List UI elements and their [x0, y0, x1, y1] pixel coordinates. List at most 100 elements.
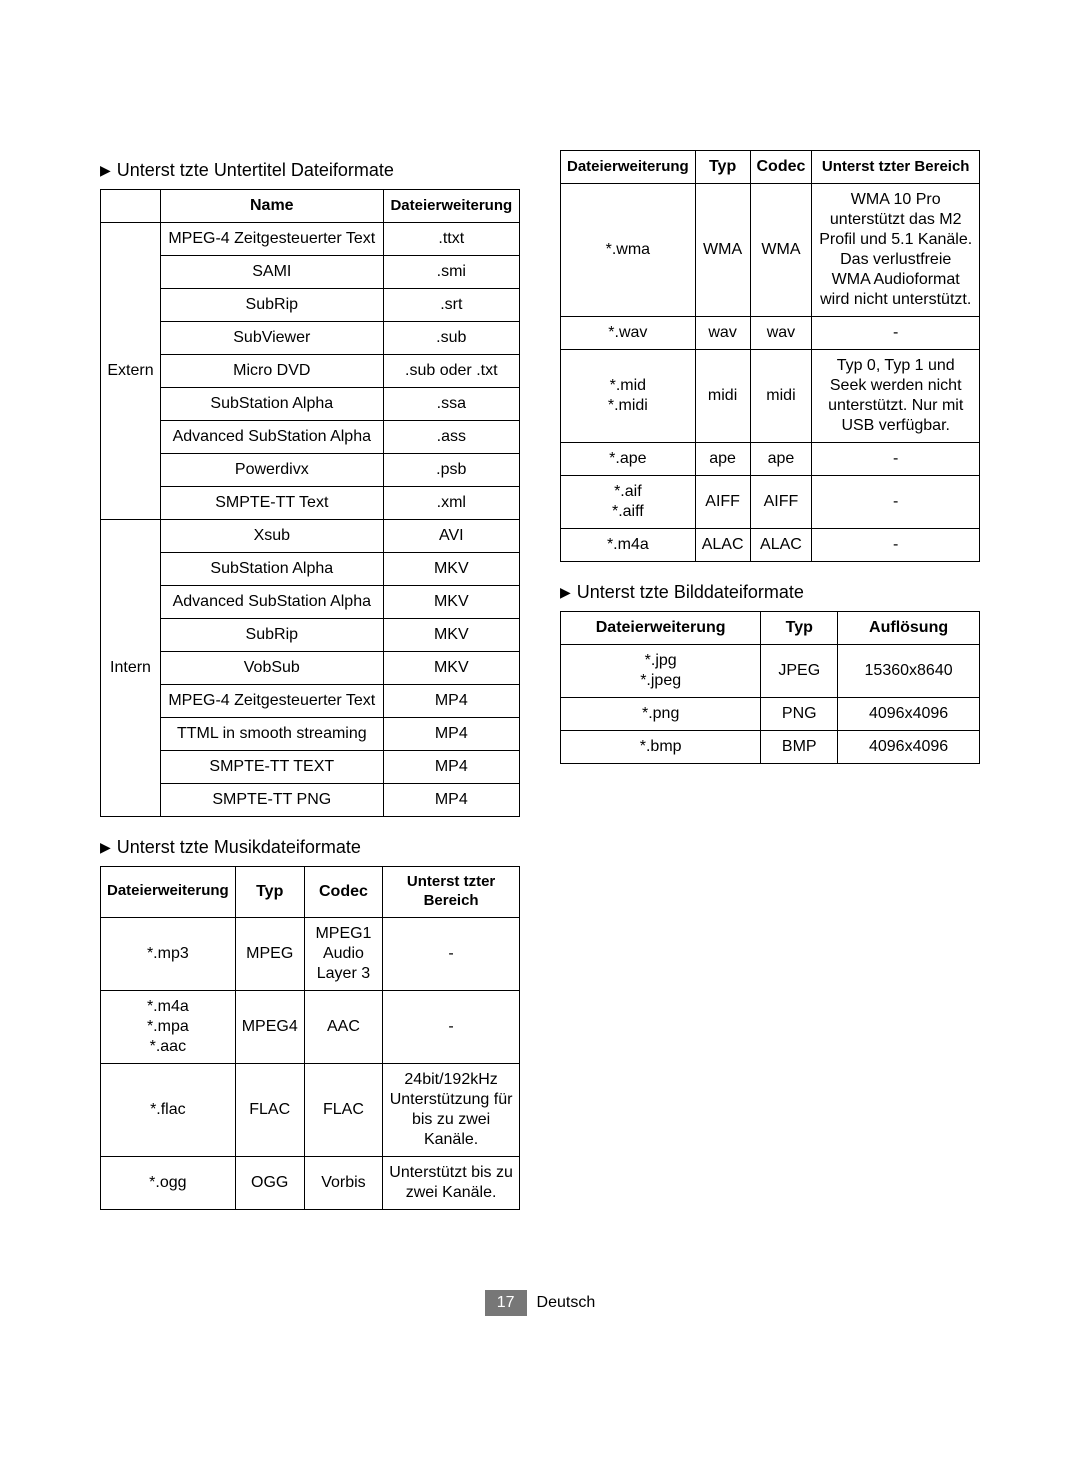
table-row: *.wmaWMAWMAWMA 10 Pro unterstützt das M2…: [561, 184, 980, 317]
music-typ-cell: FLAC: [235, 1063, 304, 1156]
image-typ-cell: PNG: [761, 698, 838, 731]
subtitle-ext-cell: .psb: [383, 454, 519, 487]
subtitle-ext-cell: .ttxt: [383, 223, 519, 256]
music-range-cell: -: [812, 476, 980, 529]
table-row: VobSubMKV: [101, 652, 520, 685]
subtitle-name-cell: SubViewer: [160, 322, 383, 355]
triangle-icon: ▶: [100, 162, 111, 179]
music-ext-cell: *.wma: [561, 184, 696, 317]
table-row: *.aif*.aiffAIFFAIFF-: [561, 476, 980, 529]
music-codec-cell: wav: [750, 317, 812, 350]
table-row: Advanced SubStation AlphaMKV: [101, 586, 520, 619]
music-col-range-b: Unterst tzter Bereich: [812, 151, 980, 184]
music-typ-cell: MPEG4: [235, 990, 304, 1063]
music-typ-cell: WMA: [695, 184, 750, 317]
music-range-cell: -: [383, 917, 520, 990]
subtitle-name-cell: SAMI: [160, 256, 383, 289]
music-col-ext: Dateierweiterung: [101, 867, 236, 918]
subtitle-name-cell: MPEG-4 Zeitgesteuerter Text: [160, 223, 383, 256]
music-codec-cell: WMA: [750, 184, 812, 317]
subtitle-col-blank: [101, 190, 161, 223]
table-row: SubStation AlphaMKV: [101, 553, 520, 586]
table-row: *.oggOGGVorbisUnterstützt bis zu zwei Ka…: [101, 1156, 520, 1209]
image-res-cell: 15360x8640: [838, 645, 980, 698]
music-codec-cell: midi: [750, 350, 812, 443]
page-language: Deutsch: [537, 1294, 596, 1312]
music-ext-cell: *.ape: [561, 443, 696, 476]
table-row: *.mid*.midimidimidiTyp 0, Typ 1 und Seek…: [561, 350, 980, 443]
music-range-cell: -: [812, 317, 980, 350]
image-ext-cell: *.bmp: [561, 731, 761, 764]
subtitle-name-cell: TTML in smooth streaming: [160, 718, 383, 751]
table-row: SubRip.srt: [101, 289, 520, 322]
subtitle-group-label: Intern: [101, 520, 161, 817]
triangle-icon: ▶: [560, 584, 571, 601]
subtitle-ext-cell: AVI: [383, 520, 519, 553]
music-ext-cell: *.aif*.aiff: [561, 476, 696, 529]
image-ext-cell: *.jpg*.jpeg: [561, 645, 761, 698]
music-codec-cell: ape: [750, 443, 812, 476]
subtitle-col-ext: Dateierweiterung: [383, 190, 519, 223]
music-codec-cell: AAC: [304, 990, 382, 1063]
table-row: *.jpg*.jpegJPEG15360x8640: [561, 645, 980, 698]
music-heading-text: Unterst tzte Musikdateiformate: [117, 837, 361, 858]
subtitle-ext-cell: .ssa: [383, 388, 519, 421]
subtitle-heading-text: Unterst tzte Untertitel Dateiformate: [117, 160, 394, 181]
subtitle-name-cell: SubRip: [160, 619, 383, 652]
subtitle-name-cell: Advanced SubStation Alpha: [160, 421, 383, 454]
music-typ-cell: midi: [695, 350, 750, 443]
music-typ-cell: AIFF: [695, 476, 750, 529]
subtitle-name-cell: SMPTE-TT Text: [160, 487, 383, 520]
music-ext-cell: *.mp3: [101, 917, 236, 990]
triangle-icon: ▶: [100, 839, 111, 856]
table-row: *.apeapeape-: [561, 443, 980, 476]
table-row: *.m4aALACALAC-: [561, 529, 980, 562]
music-ext-cell: *.wav: [561, 317, 696, 350]
subtitle-ext-cell: MP4: [383, 784, 519, 817]
music-range-cell: -: [812, 529, 980, 562]
image-col-res: Auflösung: [838, 612, 980, 645]
music-range-cell: -: [812, 443, 980, 476]
table-row: *.flacFLACFLAC24bit/192kHz Unterstützung…: [101, 1063, 520, 1156]
music-heading: ▶ Unterst tzte Musikdateiformate: [100, 837, 520, 858]
music-table-a: Dateierweiterung Typ Codec Unterst tzter…: [100, 866, 520, 1210]
table-row: *.m4a*.mpa*.aacMPEG4AAC-: [101, 990, 520, 1063]
subtitle-ext-cell: MKV: [383, 619, 519, 652]
subtitle-name-cell: SubRip: [160, 289, 383, 322]
table-row: ExternMPEG-4 Zeitgesteuerter Text.ttxt: [101, 223, 520, 256]
music-ext-cell: *.m4a: [561, 529, 696, 562]
subtitle-ext-cell: .srt: [383, 289, 519, 322]
table-row: *.bmpBMP4096x4096: [561, 731, 980, 764]
music-ext-cell: *.flac: [101, 1063, 236, 1156]
music-typ-cell: MPEG: [235, 917, 304, 990]
subtitle-name-cell: VobSub: [160, 652, 383, 685]
image-res-cell: 4096x4096: [838, 731, 980, 764]
subtitle-name-cell: Micro DVD: [160, 355, 383, 388]
subtitle-name-cell: SubStation Alpha: [160, 388, 383, 421]
table-row: Advanced SubStation Alpha.ass: [101, 421, 520, 454]
subtitle-ext-cell: MKV: [383, 652, 519, 685]
music-range-cell: Typ 0, Typ 1 und Seek werden nicht unter…: [812, 350, 980, 443]
table-row: TTML in smooth streamingMP4: [101, 718, 520, 751]
table-row: Micro DVD.sub oder .txt: [101, 355, 520, 388]
table-row: InternXsubAVI: [101, 520, 520, 553]
music-ext-cell: *.ogg: [101, 1156, 236, 1209]
page-footer: 17 Deutsch: [0, 1290, 1080, 1356]
subtitle-name-cell: Advanced SubStation Alpha: [160, 586, 383, 619]
table-row: SMPTE-TT Text.xml: [101, 487, 520, 520]
music-range-cell: -: [383, 990, 520, 1063]
table-row: SAMI.smi: [101, 256, 520, 289]
subtitle-col-name: Name: [160, 190, 383, 223]
subtitle-name-cell: SMPTE-TT TEXT: [160, 751, 383, 784]
image-heading-text: Unterst tzte Bilddateiformate: [577, 582, 804, 603]
table-row: SubStation Alpha.ssa: [101, 388, 520, 421]
subtitle-ext-cell: MP4: [383, 718, 519, 751]
music-ext-cell: *.mid*.midi: [561, 350, 696, 443]
music-col-typ-b: Typ: [695, 151, 750, 184]
table-row: *.pngPNG4096x4096: [561, 698, 980, 731]
image-col-ext: Dateierweiterung: [561, 612, 761, 645]
subtitle-table: Name Dateierweiterung ExternMPEG-4 Zeitg…: [100, 189, 520, 817]
table-row: SMPTE-TT TEXTMP4: [101, 751, 520, 784]
music-col-range: Unterst tzter Bereich: [383, 867, 520, 918]
music-col-ext-b: Dateierweiterung: [561, 151, 696, 184]
